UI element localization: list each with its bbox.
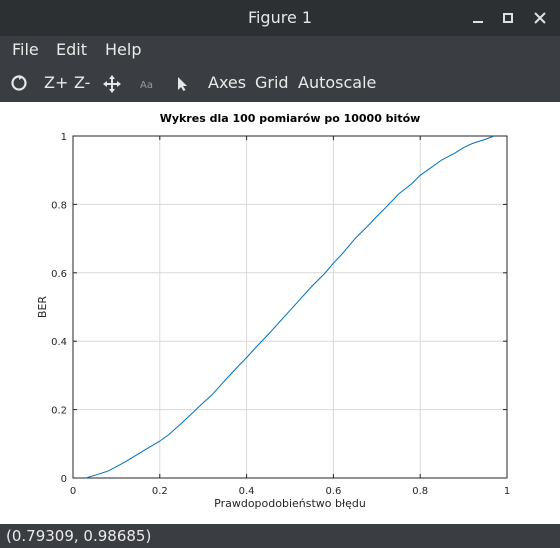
window-title: Figure 1 <box>247 8 313 27</box>
x-tick-label: 0.2 <box>152 486 168 497</box>
x-tick-label: 0 <box>70 486 76 497</box>
figure-canvas[interactable]: 0 0.2 0.4 0.6 0.8 1 0 0.2 0.4 0.6 0.8 1 Wykres dla … <box>0 102 560 524</box>
axis-ticks: 0 0.2 0.4 0.6 0.8 1 0 0.2 0.4 0.6 0.8 1 <box>51 132 510 497</box>
grid-button[interactable]: Grid <box>255 73 289 92</box>
chart-title: Wykres dla 100 pomiarów po 10000 bitów <box>160 112 421 125</box>
text-icon[interactable]: Aa <box>140 76 156 92</box>
menu-bar: File Edit Help <box>0 36 560 66</box>
status-bar: (0.79309, 0.98685) <box>0 524 560 548</box>
maximize-icon[interactable] <box>498 8 518 28</box>
series-line <box>85 135 495 479</box>
x-tick-label: 0.4 <box>239 486 255 497</box>
series-group <box>85 135 495 479</box>
axes-box <box>72 135 508 479</box>
x-tick-label: 1 <box>504 486 510 497</box>
x-tick-label: 0.8 <box>412 486 428 497</box>
zoom-out-button[interactable]: Z- <box>74 73 91 92</box>
menu-help[interactable]: Help <box>105 36 141 66</box>
minimize-icon[interactable] <box>468 8 488 28</box>
close-icon[interactable] <box>530 8 550 28</box>
pointer-icon[interactable] <box>176 76 190 92</box>
menu-edit[interactable]: Edit <box>56 36 87 66</box>
y-tick-label: 1 <box>61 132 67 143</box>
menu-edit-label: Edit <box>56 40 87 59</box>
autoscale-button[interactable]: Autoscale <box>298 73 377 92</box>
y-tick-label: 0.4 <box>51 337 67 348</box>
pan-icon[interactable] <box>103 75 121 93</box>
window-titlebar: Figure 1 <box>0 0 560 36</box>
svg-text:Aa: Aa <box>140 80 153 91</box>
ber-chart: 0 0.2 0.4 0.6 0.8 1 0 0.2 0.4 0.6 0.8 1 Wykres dla … <box>36 112 510 510</box>
cursor-coordinates: (0.79309, 0.98685) <box>6 527 152 545</box>
y-tick-label: 0.6 <box>51 269 67 280</box>
menu-file[interactable]: File <box>12 36 39 66</box>
rotate-icon[interactable] <box>10 74 28 94</box>
y-tick-label: 0.8 <box>51 200 67 211</box>
toolbar: Z+ Z- Aa Axes Grid Autoscale <box>0 66 560 102</box>
axes-button[interactable]: Axes <box>208 73 247 92</box>
chart-grid <box>72 135 508 479</box>
zoom-in-button[interactable]: Z+ <box>44 73 69 92</box>
x-tick-label: 0.6 <box>325 486 341 497</box>
y-axis-label: BER <box>36 296 49 318</box>
y-tick-label: 0.2 <box>51 406 67 417</box>
menu-file-label: File <box>12 40 39 59</box>
x-axis-label: Prawdopodobieństwo błędu <box>214 497 366 510</box>
menu-help-label: Help <box>105 40 142 59</box>
y-tick-label: 0 <box>61 474 67 485</box>
